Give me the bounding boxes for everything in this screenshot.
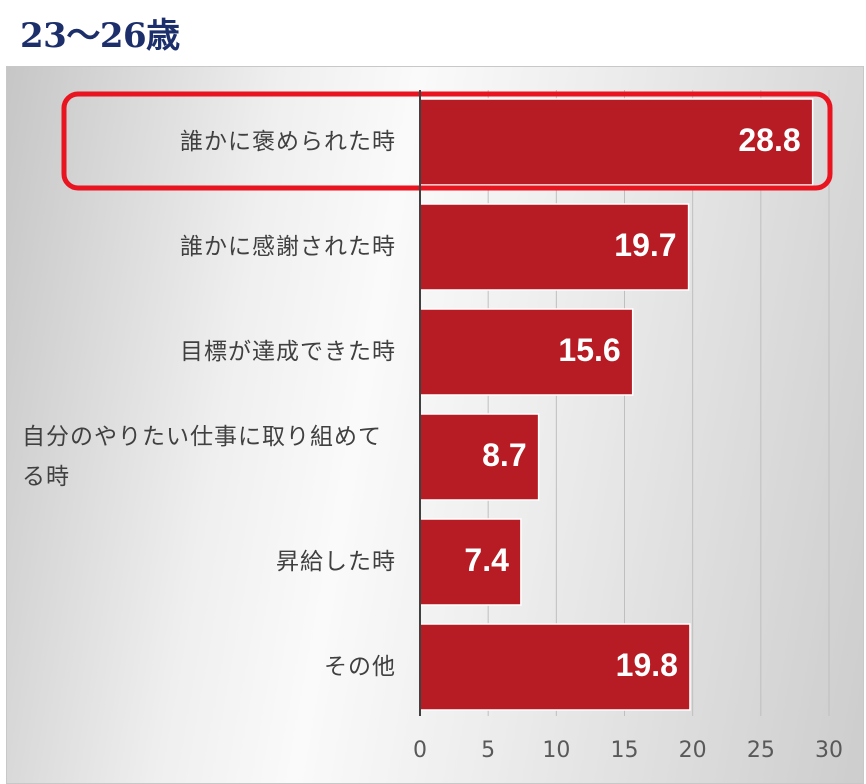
x-tick-label: 30 <box>815 738 843 763</box>
category-label-line: 昇給した時 <box>276 549 396 575</box>
bar-1 <box>419 203 690 291</box>
value-label: 19.7 <box>614 227 677 263</box>
category-label-line: 誰かに感謝された時 <box>180 234 396 260</box>
x-tick-label: 15 <box>610 738 639 763</box>
bar-2 <box>419 308 634 396</box>
bar-5 <box>419 623 691 711</box>
category-label: 自分のやりたい仕事に取り組めて る時 <box>22 417 402 497</box>
value-label: 8.7 <box>482 437 527 473</box>
highlight-box <box>61 91 833 191</box>
x-tick-label: 10 <box>542 738 571 763</box>
category-label: 目標が達成できた時 <box>6 332 396 372</box>
category-label-line: 目標が達成できた時 <box>180 339 396 365</box>
bar-0 <box>419 98 814 186</box>
value-label: 7.4 <box>464 542 509 578</box>
x-tick-label: 20 <box>678 738 707 763</box>
value-label: 28.8 <box>738 122 801 158</box>
category-label: 誰かに褒められた時 <box>6 122 396 162</box>
x-tick-label: 0 <box>413 738 427 763</box>
category-label: 昇給した時 <box>6 542 396 582</box>
category-label-line: その他 <box>324 654 396 680</box>
category-label-line: 誰かに褒められた時 <box>180 129 396 155</box>
x-tick-label: 25 <box>746 738 775 763</box>
value-label: 15.6 <box>558 332 621 368</box>
chart-title: 23〜26歳 <box>20 16 180 56</box>
value-label: 19.8 <box>615 647 678 683</box>
category-label: 誰かに感謝された時 <box>6 227 396 267</box>
bar-4 <box>419 518 522 606</box>
x-tick-label: 5 <box>481 738 496 763</box>
bar-3 <box>419 413 540 501</box>
category-label-line: る時 <box>22 464 70 490</box>
category-label-line: 自分のやりたい仕事に取り組めて <box>22 424 382 450</box>
category-label: その他 <box>6 647 396 687</box>
